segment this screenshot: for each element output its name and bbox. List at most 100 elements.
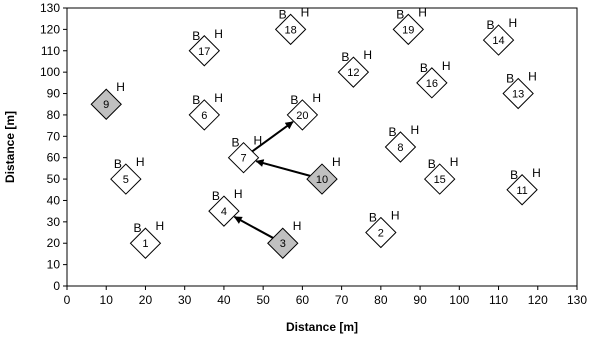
x-tick-label: 70 (335, 293, 349, 307)
node-id-label: 15 (434, 174, 446, 186)
node-id-label: 2 (378, 228, 384, 240)
diamond-marker (267, 227, 299, 259)
diamond-marker (392, 13, 425, 46)
axis-ticks: 0 10 20 30 40 50 60 70 80 90 100 110 120 130010203040… (40, 1, 587, 307)
x-tick-label: 110 (489, 293, 508, 307)
x-tick-label: 20 (139, 293, 153, 307)
tag-b-label: B (192, 93, 200, 107)
y-tick-label: 40 (47, 193, 61, 207)
node-id-label: 14 (492, 35, 504, 47)
node-id-label: 9 (103, 99, 109, 111)
node-8: 8B H (384, 123, 419, 163)
node-2: 2B H (365, 209, 400, 249)
tag-h-label: H (301, 5, 310, 19)
diamond-marker (208, 195, 240, 227)
node-20: 20 B H (286, 91, 321, 131)
tag-h-label: H (410, 123, 419, 137)
diamond-marker (90, 88, 122, 120)
node-id-label: 8 (397, 142, 403, 154)
x-tick-label: 30 (178, 293, 192, 307)
y-tick-label: 130 (40, 1, 60, 15)
node-id-label: 12 (347, 67, 359, 79)
x-tick-label: 130 (567, 293, 587, 307)
node-id-label: 4 (221, 206, 227, 218)
node-15: 15 B H (423, 155, 459, 195)
diamond-marker (188, 99, 221, 131)
y-tick-label: 0 (53, 279, 60, 293)
x-tick-label: 80 (374, 293, 388, 307)
diamond-marker (306, 163, 338, 195)
diamond-marker (337, 56, 370, 88)
node-10: 10 H (306, 155, 341, 195)
diamond-marker (482, 24, 515, 56)
node-id-label: 19 (402, 24, 414, 36)
tag-h-label: H (528, 70, 537, 84)
tag-h-label: H (509, 16, 518, 30)
diamond-marker (110, 163, 142, 195)
tag-b-label: B (290, 93, 298, 107)
node-id-label: 16 (426, 78, 438, 90)
diamond-marker (227, 141, 260, 174)
node-11: 11 B H (506, 166, 541, 206)
y-tick-label: 70 (47, 129, 61, 143)
tag-b-label: B (279, 7, 287, 21)
tag-b-label: B (420, 61, 428, 75)
diamond-marker (423, 163, 456, 195)
y-tick-label: 30 (47, 215, 61, 229)
tag-b-label: B (114, 157, 122, 171)
y-tick-label: 90 (47, 87, 61, 101)
tag-b-label: B (192, 29, 200, 43)
node-19: 19 B H (392, 5, 427, 46)
y-axis-title: Distance [m] (3, 111, 17, 183)
diamond-marker (416, 67, 448, 99)
tag-b-label: B (212, 189, 220, 203)
node-3: 3H (267, 219, 302, 259)
tag-b-label: B (232, 136, 240, 150)
node-id-label: 3 (280, 238, 286, 250)
tag-h-label: H (363, 48, 372, 62)
node-id-label: 13 (512, 89, 524, 101)
tag-h-label: H (418, 5, 427, 19)
arrows-layer (233, 121, 311, 239)
node-7: 7B H (227, 134, 263, 174)
node-1: 1B H (129, 219, 164, 259)
tag-h-label: H (214, 27, 223, 41)
node-18: 18 B H (274, 5, 310, 46)
node-id-label: 20 (296, 110, 308, 122)
node-16: 16 B H (416, 59, 451, 99)
diamond-marker (384, 131, 417, 163)
tag-b-label: B (388, 125, 396, 139)
tag-h-label: H (116, 80, 125, 94)
arrow-3-to-4 (233, 216, 274, 239)
y-tick-label: 20 (47, 236, 61, 250)
tag-b-label: B (428, 157, 436, 171)
node-id-label: 7 (240, 153, 246, 165)
node-12: 12 B H (337, 48, 372, 88)
tag-h-label: H (442, 59, 451, 73)
tag-h-label: H (391, 209, 400, 223)
y-tick-label: 110 (41, 44, 60, 58)
node-5: 5B H (110, 155, 145, 195)
tag-h-label: H (254, 134, 263, 148)
tag-b-label: B (506, 72, 514, 86)
node-id-label: 18 (284, 24, 296, 36)
tag-b-label: B (369, 211, 377, 225)
node-id-label: 1 (142, 238, 148, 250)
x-tick-label: 90 (413, 293, 427, 307)
diamond-marker (506, 174, 538, 206)
x-tick-label: 10 (100, 293, 114, 307)
x-tick-label: 60 (296, 293, 310, 307)
diamond-marker (129, 227, 162, 259)
arrow-10-to-7 (255, 159, 311, 177)
tag-h-label: H (293, 219, 302, 233)
tag-b-label: B (510, 168, 518, 182)
tag-h-label: H (532, 166, 541, 180)
tag-h-label: H (234, 187, 243, 201)
node-6: 6B H (188, 91, 223, 131)
node-id-label: 11 (516, 185, 527, 197)
y-tick-label: 10 (47, 258, 61, 272)
node-14: 14 B H (482, 16, 518, 56)
tag-b-label: B (396, 7, 404, 21)
tag-h-label: H (450, 155, 459, 169)
